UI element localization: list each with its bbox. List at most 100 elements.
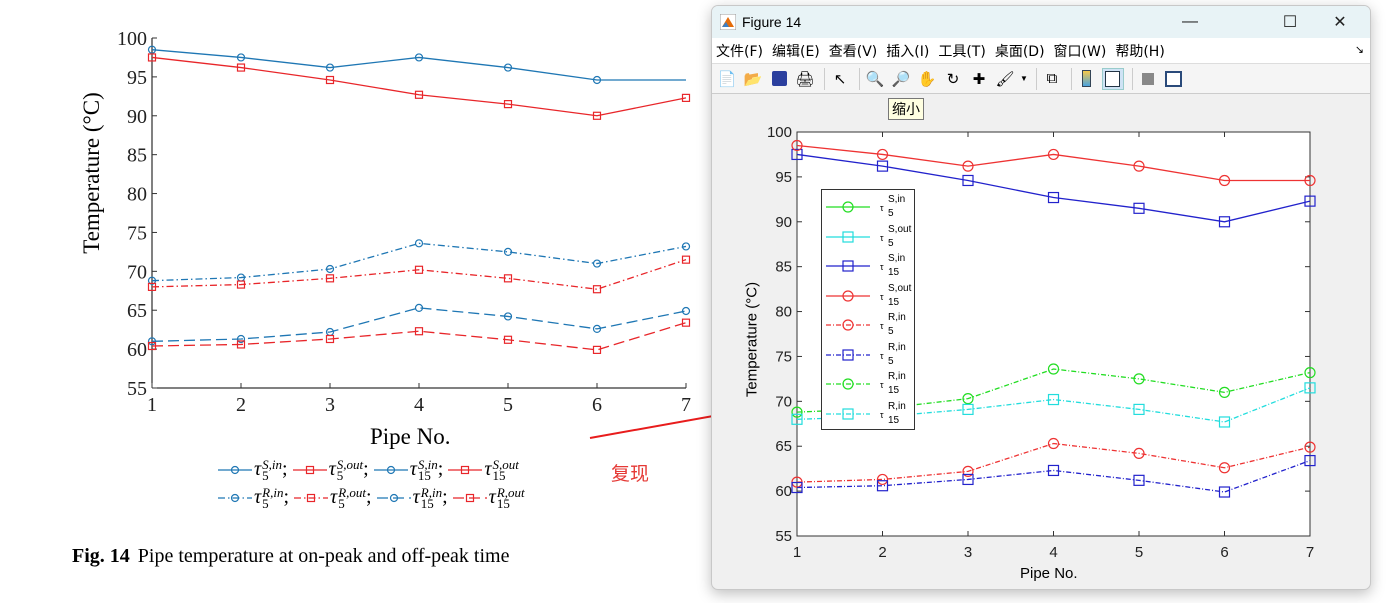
zoom-out-icon[interactable]: 🔎: [891, 70, 911, 88]
legend-line-sample: [218, 493, 252, 502]
figure-legend[interactable]: τ S,in 5 τ S,out 5 τ S,in 15 τ S,out 15 τ R,in 5 τ R,in 5…: [821, 189, 915, 430]
legend-icon[interactable]: [1101, 67, 1124, 90]
print-icon[interactable]: 🖨: [795, 70, 815, 88]
legend-symbol: τ: [412, 486, 420, 508]
data-point: [681, 242, 691, 251]
legend-line-sample: [218, 465, 252, 474]
toolbar-separator: [859, 67, 860, 90]
data-point: [236, 63, 246, 72]
legend-entry[interactable]: τ S,in 15: [822, 251, 916, 281]
x-tick-label: 2: [878, 544, 886, 561]
legend-item: τ R,in 5;: [218, 484, 289, 511]
legend-line-sample: [452, 493, 487, 502]
maximize-button[interactable]: ☐: [1282, 14, 1298, 31]
brush-icon[interactable]: 🖌: [995, 70, 1015, 88]
legend-superscript: R,out: [496, 484, 525, 500]
legend-line-sample: [376, 493, 411, 502]
menu-desktop[interactable]: 桌面(D): [994, 43, 1045, 60]
y-tick-label: 65: [127, 300, 147, 322]
legend-superscript: S,out: [336, 456, 364, 472]
data-point: [1133, 474, 1145, 486]
data-cursor-icon[interactable]: ✚: [972, 70, 986, 88]
zoom-out-tooltip: 缩小: [888, 98, 924, 120]
colorbar-icon[interactable]: [1076, 68, 1098, 90]
y-tick-label: 80: [127, 184, 147, 206]
new-figure-icon[interactable]: 📄: [717, 70, 737, 88]
rotate-3d-icon[interactable]: ↻: [946, 70, 960, 88]
legend-subscript: 5: [338, 495, 345, 511]
data-point: [1047, 393, 1060, 406]
menu-view[interactable]: 查看(V): [828, 43, 878, 60]
minimize-button[interactable]: —: [1182, 13, 1198, 30]
legend-entry[interactable]: τ R,in 5: [822, 310, 916, 340]
show-plot-tools-icon[interactable]: [1163, 68, 1185, 90]
legend-entry[interactable]: τ S,out 5: [822, 222, 916, 252]
y-tick-label: 60: [127, 339, 147, 361]
zoom-in-icon[interactable]: 🔍: [865, 70, 885, 88]
legend-scripts: R,out 15: [496, 484, 525, 510]
edit-plot-arrow-icon[interactable]: ↖: [833, 70, 847, 88]
menu-file[interactable]: 文件(F): [716, 43, 763, 60]
legend-entry[interactable]: τ R,in 5: [822, 340, 916, 370]
menu-help[interactable]: 帮助(H): [1115, 43, 1165, 60]
red-arrow-icon: [589, 406, 742, 439]
figure-caption: Fig. 14 Pipe temperature at on-peak and o…: [72, 545, 509, 568]
legend-entry[interactable]: τ S,out 15: [822, 281, 916, 311]
dock-arrow-icon[interactable]: ↘: [1354, 43, 1364, 56]
legend-entry[interactable]: τ S,in 5: [822, 192, 916, 222]
caption-label: Fig. 14: [72, 545, 130, 567]
data-point: [325, 274, 335, 283]
data-point: [962, 174, 974, 187]
save-icon[interactable]: [768, 68, 790, 90]
pan-hand-icon[interactable]: ✋: [917, 70, 937, 88]
legend-entry[interactable]: τ R,in 15: [822, 399, 916, 429]
legend-symbol: τ: [409, 458, 417, 480]
close-button[interactable]: ✕: [1333, 14, 1347, 31]
legend-marker: [230, 493, 240, 502]
legend-subscript: 5: [888, 208, 894, 219]
brush-dropdown-icon[interactable]: ▼: [1020, 74, 1028, 83]
toolbar-separator: [1070, 67, 1072, 90]
hide-plot-tools-icon[interactable]: [1137, 68, 1159, 90]
data-point: [681, 318, 691, 327]
open-file-icon[interactable]: 📂: [743, 70, 763, 88]
legend-marker: [842, 230, 854, 243]
data-point: [1218, 486, 1231, 498]
legend-marker: [305, 465, 314, 474]
data-point: [236, 334, 246, 344]
legend-superscript: S,in: [417, 456, 438, 472]
y-tick-label: 80: [775, 304, 792, 321]
legend-line-sample: [826, 260, 870, 272]
legend-item: τ S,in 15;: [373, 456, 443, 482]
series-line-4: [796, 442, 1311, 483]
menu-window[interactable]: 窗口(W): [1053, 43, 1107, 60]
legend-line-sample: [826, 319, 870, 331]
legend-superscript: R,in: [888, 371, 906, 382]
legend-superscript: R,in: [888, 400, 906, 412]
y-tick-label: 100: [117, 28, 147, 50]
menu-insert[interactable]: 插入(I): [886, 43, 930, 60]
x-tick-label: 6: [592, 394, 602, 416]
legend-superscript: S,out: [888, 282, 912, 294]
menu-tools[interactable]: 工具(T): [938, 43, 986, 60]
data-point: [962, 160, 974, 172]
series-line-2: [151, 242, 687, 282]
legend-symbol: τ: [880, 203, 884, 213]
data-point: [325, 264, 335, 274]
legend-line-sample: [826, 378, 870, 390]
data-point: [236, 280, 246, 289]
title-bar[interactable]: Figure 14 — ☐ ✕: [712, 6, 1370, 38]
legend-item: τ S,out 15: [448, 458, 519, 482]
legend-marker: [461, 465, 470, 474]
legend-scripts: S,out 5: [336, 456, 364, 482]
menu-edit[interactable]: 编辑(E): [771, 43, 820, 60]
legend-superscript: R,in: [262, 484, 284, 500]
legend-entry[interactable]: τ R,in 15: [822, 369, 916, 399]
link-plot-icon[interactable]: ⧉: [1046, 70, 1058, 87]
legend-marker: [306, 493, 316, 502]
legend-symbol: τ: [488, 486, 496, 508]
toolbar: 📄 📂 🖨 ↖ 🔍 🔎 ✋ ↻ ✚ 🖌 ▼ ⧉: [712, 63, 1370, 94]
legend-subscript: 5: [262, 495, 269, 511]
data-point: [147, 276, 157, 285]
